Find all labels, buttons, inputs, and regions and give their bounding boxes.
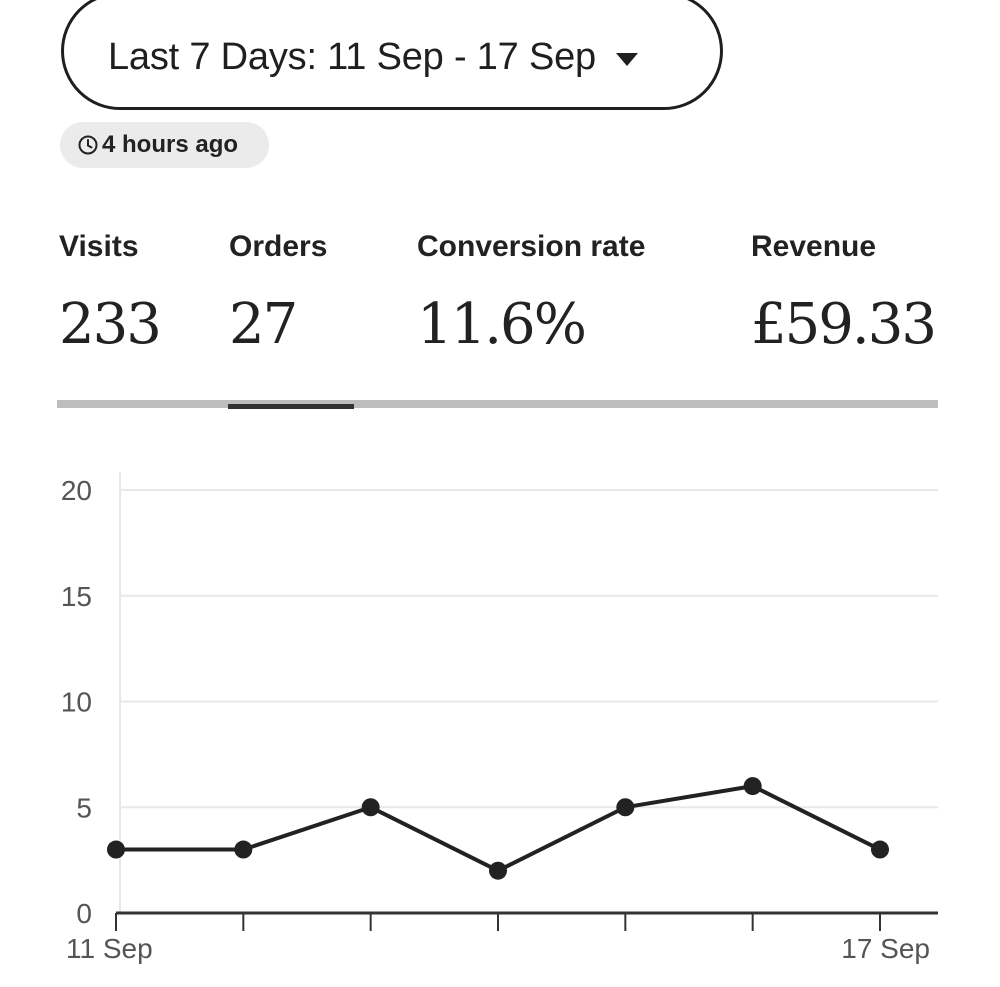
metric-tab-revenue[interactable]: Revenue £59.33	[751, 230, 937, 357]
metric-tab-track	[57, 400, 938, 408]
metric-tab-conversion-rate[interactable]: Conversion rate 11.6%	[417, 230, 645, 357]
data-point	[871, 840, 889, 859]
metric-label-orders: Orders	[229, 230, 328, 263]
orders-line-chart: 0 5 10 15 20 11 Sep 17 Sep	[61, 472, 938, 964]
metric-value-revenue: £59.33	[751, 292, 937, 357]
x-tick-label: 17 Sep	[841, 933, 930, 964]
date-range-selector[interactable]: Last 7 Days: 11 Sep - 17 Sep	[61, 0, 723, 110]
x-tick-label: 11 Sep	[66, 933, 153, 964]
data-point	[616, 798, 635, 817]
series-line	[116, 784, 881, 873]
metric-value-conversion-rate: 11.6%	[417, 292, 587, 357]
data-point	[107, 840, 125, 859]
y-tick-label: 10	[61, 687, 92, 718]
y-tick-label: 0	[76, 898, 92, 929]
clock-icon	[78, 135, 98, 155]
data-point	[361, 798, 380, 817]
caret-down-icon	[616, 52, 638, 66]
data-point	[743, 777, 762, 796]
data-point	[234, 840, 253, 859]
selected-tab-indicator	[228, 404, 354, 409]
metric-label-visits: Visits	[59, 230, 139, 263]
y-tick-label: 5	[76, 792, 92, 823]
last-updated-text: 4 hours ago	[102, 131, 239, 158]
date-range-label: Last 7 Days: 11 Sep - 17 Sep	[108, 35, 596, 78]
y-tick-label: 20	[61, 475, 92, 506]
metric-label-conversion-rate: Conversion rate	[417, 230, 646, 263]
metric-value-visits: 233	[59, 292, 162, 357]
metric-tab-orders[interactable]: Orders 27	[229, 230, 327, 357]
metric-label-revenue: Revenue	[751, 230, 877, 263]
data-point	[489, 861, 507, 880]
y-tick-label: 15	[61, 581, 92, 612]
metric-tab-visits[interactable]: Visits 233	[59, 230, 162, 357]
last-updated-badge: 4 hours ago	[60, 122, 269, 168]
metric-value-orders: 27	[229, 292, 298, 357]
